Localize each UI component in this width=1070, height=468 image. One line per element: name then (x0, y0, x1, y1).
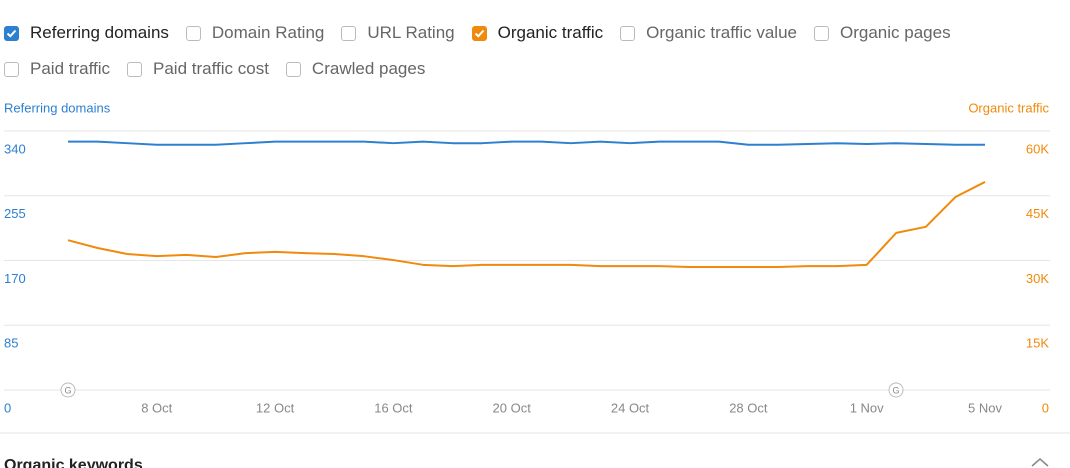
checkbox[interactable] (471, 25, 487, 41)
annotation-marker (60, 382, 76, 398)
x-tick-label: 1 Nov (850, 400, 884, 415)
filter-checkbox[interactable]: Organic pages (814, 20, 951, 46)
filter-label: Referring domains (30, 23, 169, 42)
x-tick-label: 24 Oct (611, 400, 650, 415)
checkbox[interactable] (814, 25, 829, 41)
filter-checkbox[interactable]: Paid traffic (4, 56, 110, 82)
y-tick-label: 255 (4, 206, 26, 221)
y2-tick-label: 60K (1026, 141, 1049, 156)
y2-tick-label: 45K (1026, 206, 1049, 221)
filter-label: Organic traffic (497, 23, 604, 42)
filter-checkbox[interactable]: Organic traffic (471, 20, 604, 46)
checkbox[interactable] (185, 25, 201, 41)
filter-label: URL Rating (367, 23, 455, 42)
y-tick-label: 170 (4, 271, 26, 286)
x-tick-label: 16 Oct (374, 400, 413, 415)
checkbox[interactable] (4, 25, 19, 41)
checkbox[interactable] (127, 61, 143, 77)
filter-label: Organic traffic value (646, 23, 797, 42)
section-title: Organic keywords (4, 457, 143, 468)
collapse-caret[interactable] (1031, 458, 1049, 467)
filter-checkbox[interactable]: Paid traffic cost (127, 56, 269, 82)
y2-tick-label: 15K (1026, 336, 1049, 351)
checkbox[interactable] (341, 25, 357, 41)
series-line (67, 181, 986, 268)
filter-checkbox[interactable]: Referring domains (4, 20, 169, 46)
filter-checkbox[interactable]: Crawled pages (285, 56, 426, 82)
checkbox[interactable] (620, 25, 636, 41)
y2-tick-label: 30K (1026, 271, 1049, 286)
checkbox[interactable] (4, 61, 19, 77)
filter-bar: Referring domains Domain Rating URL Rating… (4, 20, 1004, 82)
x-tick-label: 12 Oct (256, 400, 295, 415)
check-icon (6, 29, 17, 38)
x-tick-label: 28 Oct (729, 400, 768, 415)
y2-tick-label: 0 (1042, 400, 1049, 415)
check-icon (474, 29, 484, 38)
filter-label: Crawled pages (311, 59, 426, 78)
filter-checkbox[interactable]: Organic traffic value (620, 20, 797, 46)
filter-checkbox[interactable]: URL Rating (341, 20, 455, 46)
y-tick-label: 340 (4, 141, 26, 156)
x-tick-label: 20 Oct (493, 400, 532, 415)
series-line (68, 140, 985, 146)
filter-label: Organic pages (840, 23, 951, 42)
y-tick-label: 0 (4, 400, 11, 415)
filter-label: Domain Rating (211, 23, 325, 42)
y2-axis-title: Organic traffic (968, 100, 1049, 115)
y-tick-label: 85 (4, 336, 18, 351)
annotation: G (892, 385, 899, 395)
annotation: G (64, 385, 71, 395)
annotation-marker (888, 382, 904, 398)
y-axis-title: Referring domains (4, 100, 111, 115)
x-tick-label: 8 Oct (141, 400, 172, 415)
filter-label: Paid traffic cost (153, 59, 269, 78)
x-tick-label: 5 Nov (968, 400, 1002, 415)
filter-label: Paid traffic (30, 59, 111, 78)
checkbox[interactable] (285, 61, 301, 77)
filter-checkbox[interactable]: Domain Rating (185, 20, 325, 46)
